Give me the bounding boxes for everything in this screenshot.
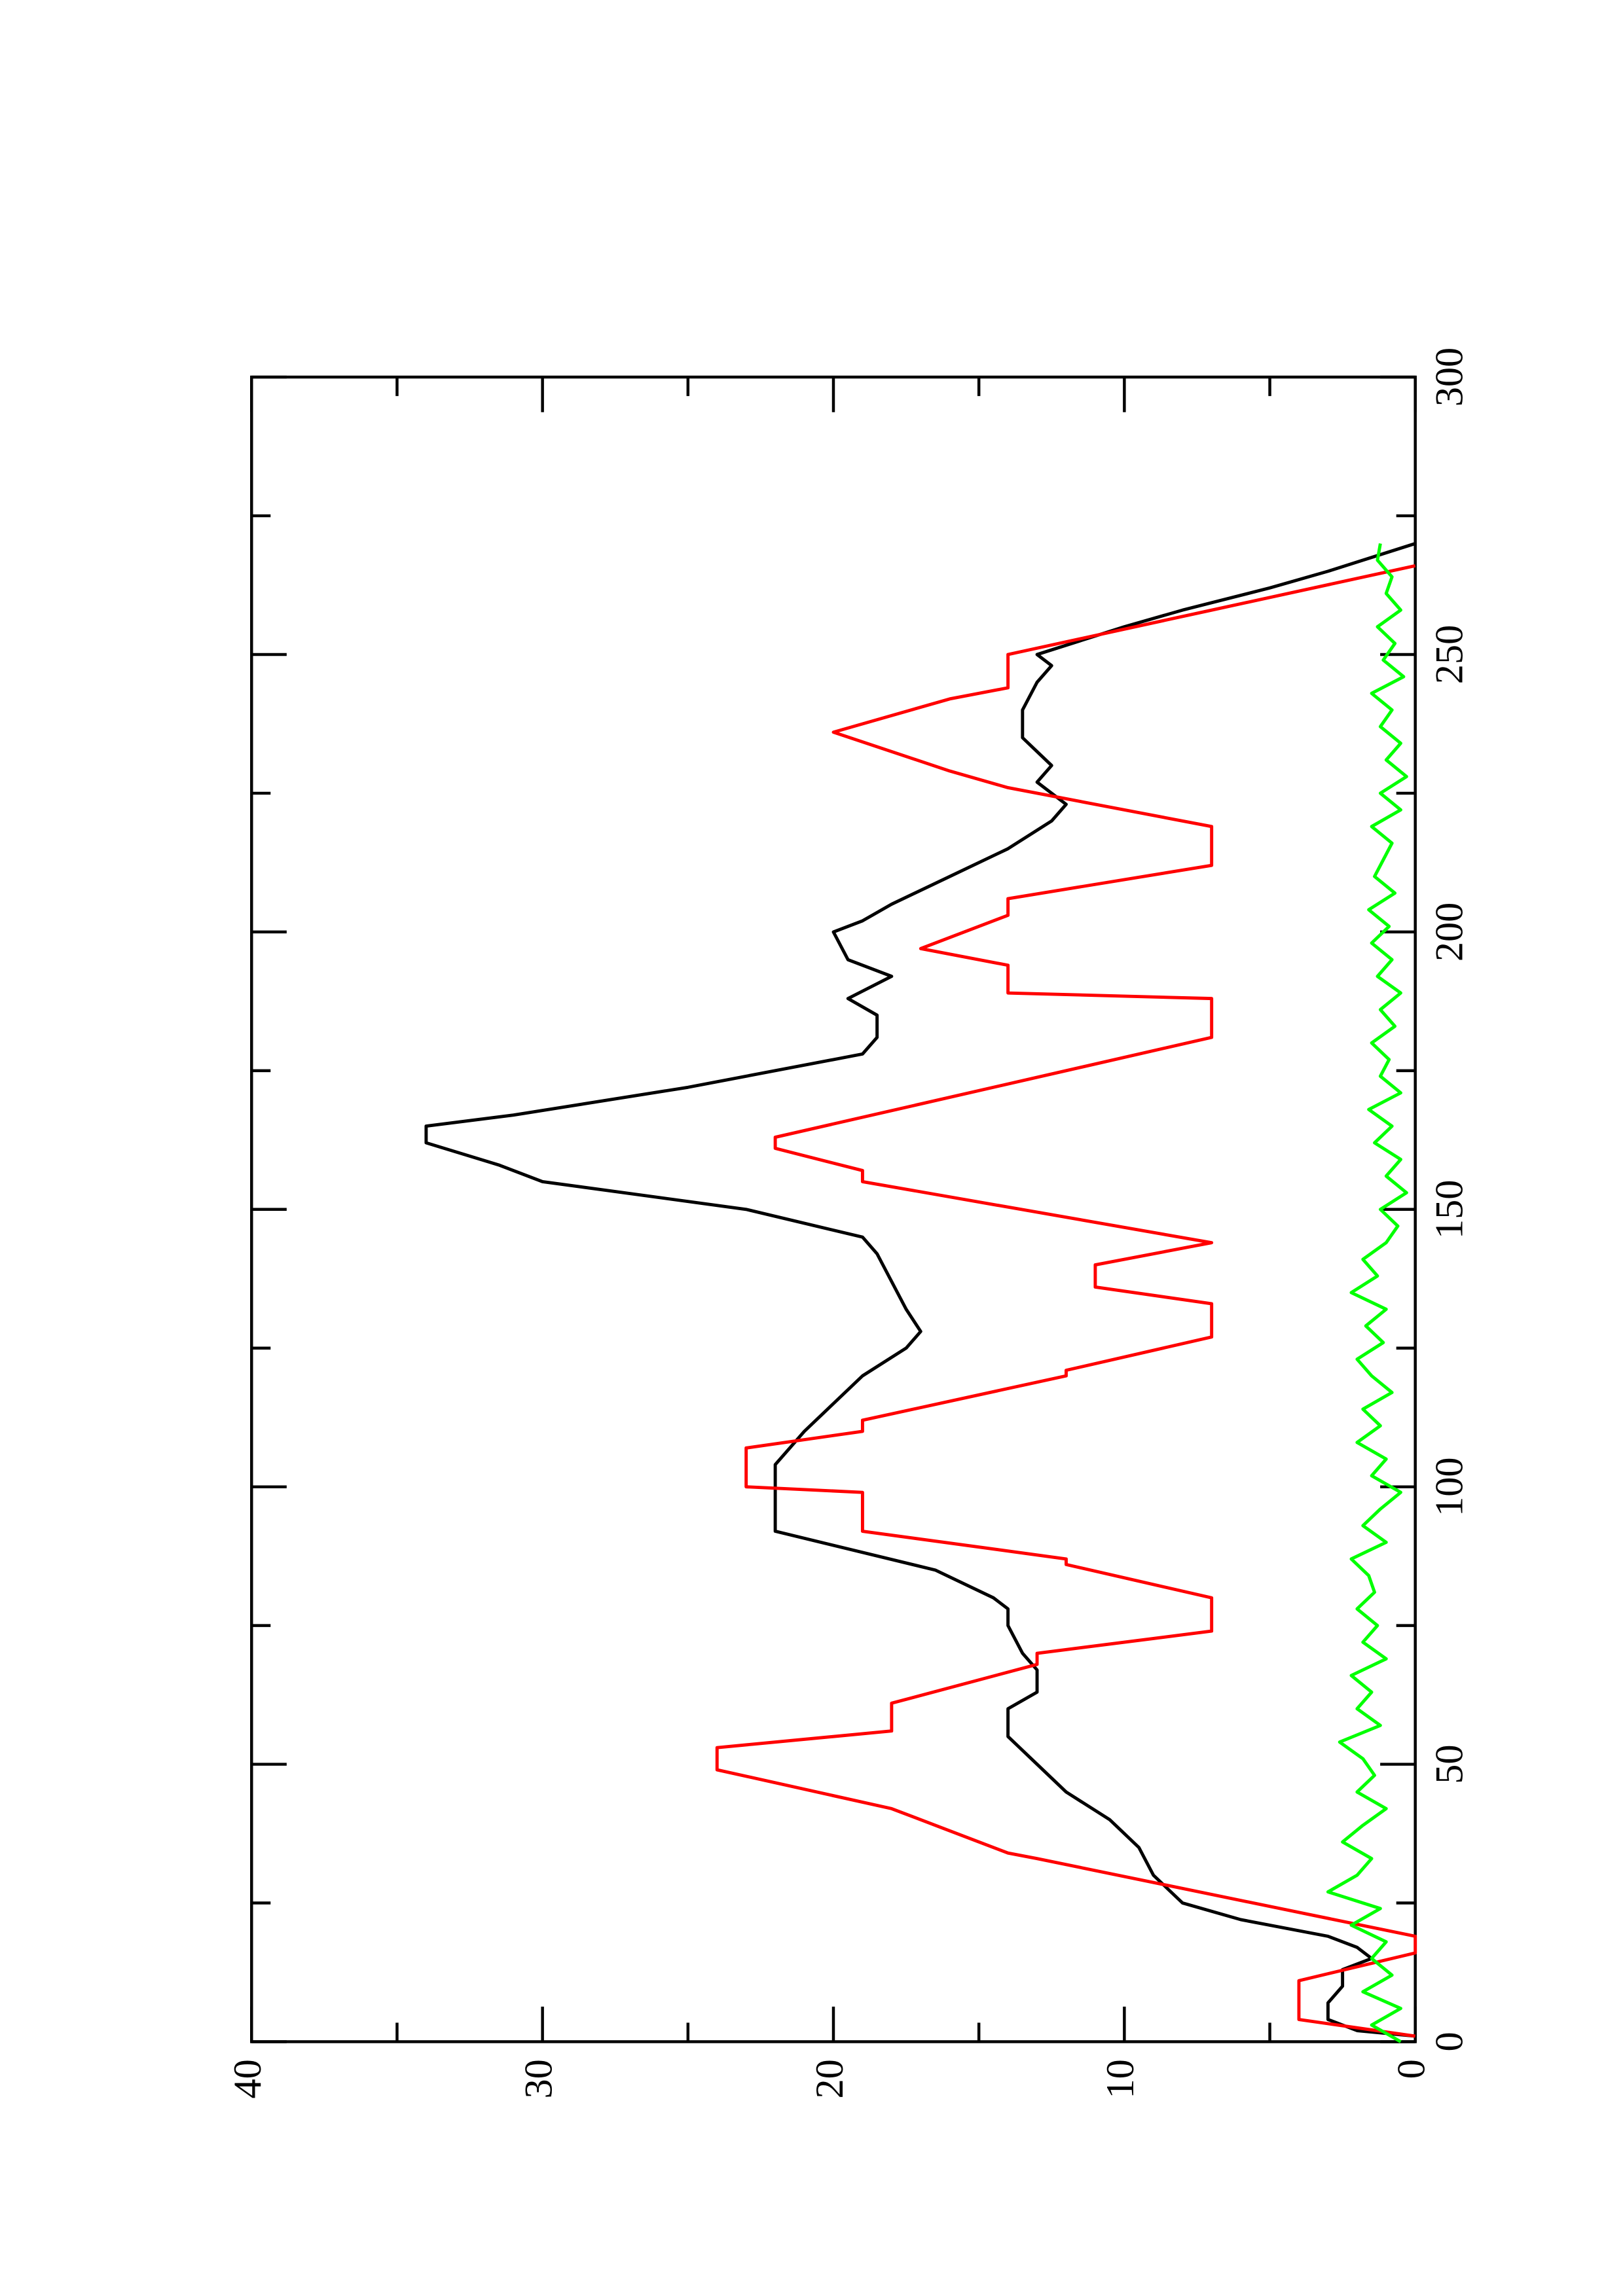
y-tick-label: 30 <box>517 2059 560 2098</box>
x-tick-label: 250 <box>1428 625 1472 684</box>
x-tick-label: 0 <box>1428 2032 1472 2051</box>
y-tick-label: 20 <box>808 2059 852 2098</box>
x-tick-label: 100 <box>1428 1457 1472 1516</box>
series-line <box>424 542 1416 2038</box>
x-tick-label: 300 <box>1428 348 1472 406</box>
y-tick-label: 0 <box>1390 2059 1434 2079</box>
x-tick-label: 150 <box>1428 1180 1472 1239</box>
series-line <box>715 564 1417 2038</box>
series-line <box>1326 543 1408 2043</box>
plot-frame <box>250 375 1417 2043</box>
x-tick-label: 50 <box>1428 1744 1472 1784</box>
y-tick-label: 10 <box>1099 2059 1142 2098</box>
y-tick-label: 40 <box>226 2059 270 2098</box>
x-tick-label: 200 <box>1428 903 1472 961</box>
